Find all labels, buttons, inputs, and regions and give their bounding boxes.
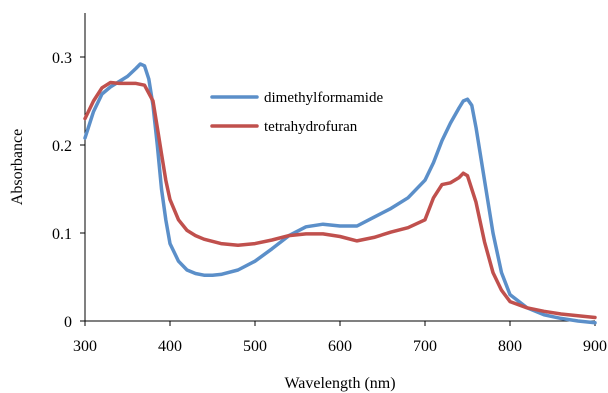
x-axis-title: Wavelength (nm) [284,375,395,392]
x-tick-label: 800 [498,338,522,355]
legend-label: dimethylformamide [264,90,383,106]
x-tick-label: 400 [158,338,182,355]
series-line-tetrahydrofuran [83,80,597,320]
series-lines [83,62,597,325]
y-tick-label: 0.2 [52,138,72,155]
x-tick-label: 500 [243,338,267,355]
x-axis-ticks: 300 400 500 600 700 800 900 [73,321,607,355]
series-line-dimethylformamide [83,62,597,325]
x-tick-label: 900 [583,338,607,355]
x-tick-label: 600 [328,338,352,355]
legend: dimethylformamide tetrahydrofuran [210,90,383,135]
plot-area: 0 0.1 0.2 0.3 300 400 500 600 700 800 900 [52,13,607,355]
y-tick-label: 0 [64,314,72,331]
y-axis-ticks: 0 0.1 0.2 0.3 [52,50,85,331]
x-tick-label: 700 [413,338,437,355]
y-tick-label: 0.1 [52,226,72,243]
x-tick-label: 300 [73,338,97,355]
legend-label: tetrahydrofuran [264,119,358,135]
y-axis-title: Absorbance [9,129,26,205]
y-tick-label: 0.3 [52,50,72,67]
